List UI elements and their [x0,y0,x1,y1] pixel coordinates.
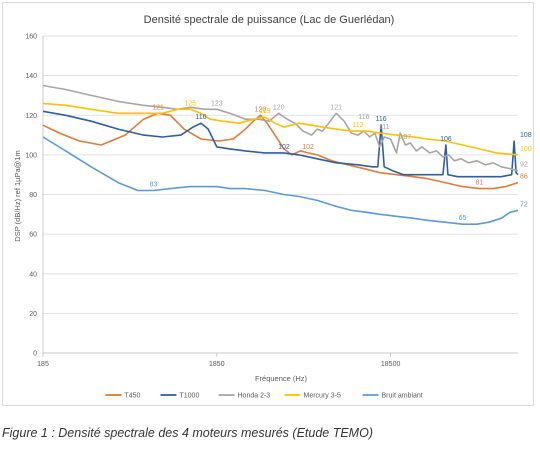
data-label-3-2: 112 [352,122,363,129]
y-tick-label-6: 120 [25,113,37,120]
chart-title: Densité spectrale de puissance (Lac de G… [144,14,395,26]
legend-label-4: Bruit ambiant [382,393,423,400]
series-line-4 [42,136,519,225]
legend-label-1: T1000 [180,393,200,400]
legend: T450 T1000 Honda 2-3 Mercury 3-5 Bruit ambia… [105,393,423,400]
y-tick-label-1: 20 [29,311,37,318]
data-label-2-6: 92 [520,162,528,169]
data-label-0-2: 102 [302,144,314,151]
data-label-4-0: 83 [150,182,158,189]
figure-caption: Figure 1 : Densité spectrale des 4 moteu… [2,426,373,440]
data-label-1-0: 116 [195,114,206,121]
data-label-3-3: 100 [520,146,532,153]
data-label-2-3: 116 [358,114,369,121]
data-label-2-0: 123 [211,100,223,107]
chart-frame: Densité spectrale de puissance (Lac de G… [2,2,534,406]
data-label-2-1: 120 [273,104,285,111]
data-label-3-1: 119 [259,108,270,115]
legend-label-0: T450 [125,393,141,400]
series-line-0 [42,112,519,190]
data-label-1-4: 108 [520,132,532,139]
y-tick-label-3: 60 [29,232,37,239]
legend-label-2: Honda 2-3 [238,393,271,400]
data-label-1-3: 106 [440,136,452,143]
data-label-2-4: 111 [379,124,390,131]
data-label-1-1: 102 [278,144,290,151]
y-tick-label-8: 160 [25,34,37,41]
y-tick-label-0: 0 [33,351,37,358]
series-layer [42,84,519,225]
data-label-0-3: 81 [476,180,484,187]
data-label-2-5: 107 [400,134,412,141]
data-label-0-4: 86 [520,174,528,181]
axis-layer: 0 20 40 60 80 100 120 140 160 185 1850 18500 [25,34,518,368]
data-label-2-2: 121 [330,104,342,111]
y-tick-label-5: 100 [25,152,37,159]
data-label-layer: 121 120 102 81 86 116 102 116 106 108 123 120 121 116… [150,100,532,222]
x-tick-label-0: 185 [37,361,49,368]
x-axis-title: Fréquence (Hz) [255,374,308,383]
series-line-2 [42,84,519,172]
y-tick-label-4: 80 [29,192,37,199]
y-axis-title: DSP (dB/Hz) ref 1µPa@1m [13,150,22,241]
chart-svg: Densité spectrale de puissance (Lac de G… [13,14,532,400]
series-line-1 [42,110,519,178]
data-label-4-1: 65 [459,215,467,222]
data-label-1-2: 116 [375,116,386,123]
legend-label-3: Mercury 3-5 [304,393,341,400]
x-tick-label-1: 1850 [209,361,225,368]
data-label-3-0: 125 [184,100,196,107]
series-line-3 [42,102,519,156]
y-tick-label-2: 40 [29,271,37,278]
y-tick-label-7: 140 [25,73,37,80]
data-label-4-2: 72 [520,201,528,208]
data-label-0-1: 120 [255,106,267,113]
x-tick-label-2: 18500 [381,361,401,368]
data-label-0-0: 121 [152,104,164,111]
